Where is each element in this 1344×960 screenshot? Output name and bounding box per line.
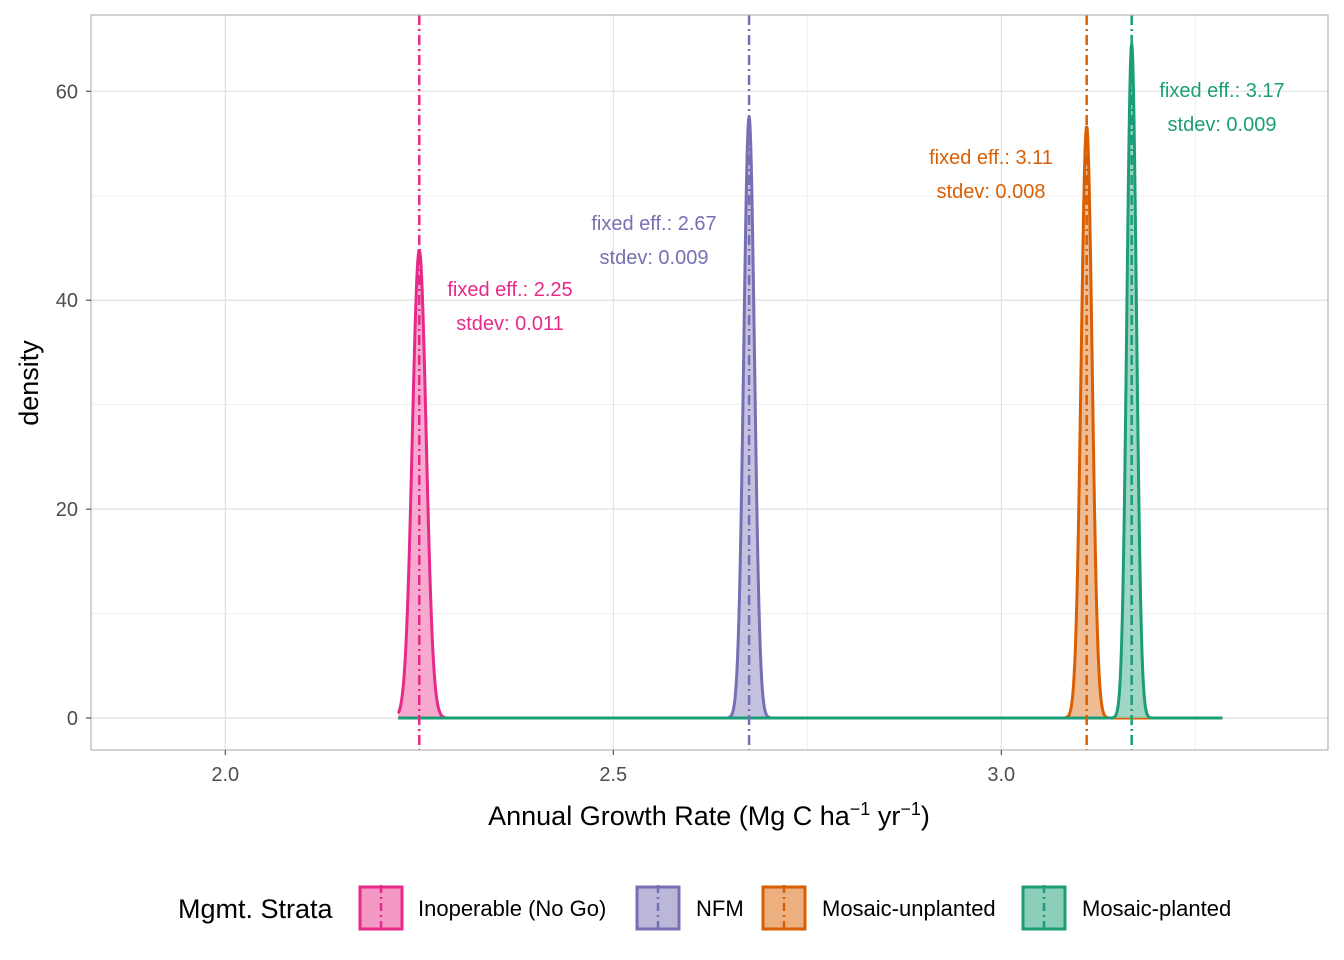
annotation-inoperable-no-go: stdev: 0.011 (456, 313, 563, 335)
annotation-nfm: fixed eff.: 2.67 (591, 213, 716, 235)
x-tick-label: 2.5 (599, 764, 627, 786)
density-area-mosaic-unplanted (398, 126, 1223, 719)
y-tick-label: 20 (56, 499, 78, 521)
fixed-effect-lines (418, 15, 1133, 750)
density-area-mosaic-planted (398, 43, 1223, 719)
legend-label-nfm: NFM (696, 896, 744, 921)
annotation-mosaic-unplanted: fixed eff.: 3.11 (929, 147, 1053, 169)
legend-label-mosaic-unplanted: Mosaic-unplanted (822, 896, 996, 921)
density-line-mosaic-planted (398, 43, 1223, 720)
density-area-nfm (398, 116, 1223, 719)
y-axis-title: density (14, 340, 44, 426)
plot-panel-border (90, 14, 1329, 751)
x-tick-label: 2.0 (211, 764, 239, 786)
annotations: fixed eff.: 2.25 stdev: 0.011 fixed eff.: … (447, 80, 1284, 335)
x-tick-label: 3.0 (987, 764, 1015, 786)
y-tick-label: 40 (56, 290, 78, 312)
annotation-inoperable-no-go: fixed eff.: 2.25 (447, 279, 572, 301)
x-axis-title: Annual Growth Rate (Mg C ha−1 yr−1) (488, 799, 930, 831)
annotation-nfm: stdev: 0.009 (600, 247, 709, 269)
legend: Inoperable (No Go) NFM Mosaic-unplanted Mos… (358, 885, 1231, 931)
annotation-mosaic-unplanted: stdev: 0.008 (937, 181, 1046, 203)
legend-label-mosaic-planted: Mosaic-planted (1082, 896, 1231, 921)
legend-title: Mgmt. Strata (178, 894, 334, 924)
legend-label-inoperable-no-go: Inoperable (No Go) (418, 896, 606, 921)
annotation-mosaic-planted: stdev: 0.009 (1168, 114, 1277, 136)
density-line-nfm (398, 116, 1223, 720)
axis-ticks: 2.0 2.5 3.0 0 20 40 60 (56, 81, 1015, 786)
density-curves (396, 43, 1223, 720)
y-tick-label: 0 (67, 708, 78, 730)
annotation-mosaic-planted: fixed eff.: 3.17 (1159, 80, 1284, 102)
y-tick-label: 60 (56, 81, 78, 103)
density-line-mosaic-unplanted (398, 125, 1223, 720)
